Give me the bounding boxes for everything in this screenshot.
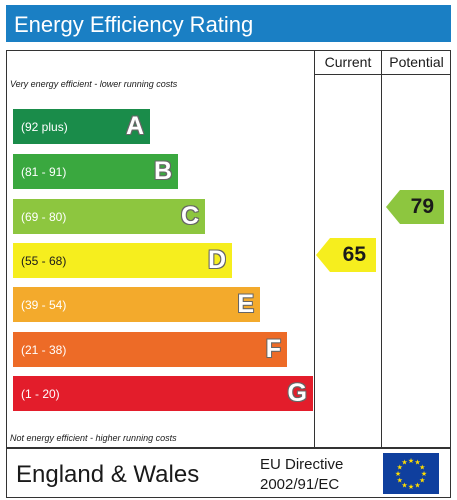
rating-table: Current Potential Very energy efficient …: [6, 50, 451, 448]
band-a-range: (92 plus): [21, 119, 68, 134]
current-rating-value: 65: [342, 243, 366, 266]
band-e: (39 - 54) E: [13, 287, 260, 322]
potential-rating-arrow: 79: [386, 190, 444, 224]
flag-star: ★: [397, 477, 403, 485]
current-column-divider: [314, 51, 315, 447]
band-b: (81 - 91) B: [13, 154, 178, 189]
band-b-letter: B: [153, 157, 172, 185]
current-column-header: Current: [324, 54, 372, 70]
eu-flag-icon: ★ ★ ★ ★ ★ ★ ★ ★ ★ ★ ★ ★: [383, 453, 439, 494]
column-header-divider: [314, 74, 450, 75]
band-b-range: (81 - 91): [21, 164, 67, 179]
directive-line-1: EU Directive: [260, 456, 344, 473]
flag-star: ★: [401, 459, 407, 467]
flag-star: ★: [397, 464, 403, 472]
inefficient-note: Not energy efficient - higher running co…: [10, 433, 177, 443]
band-a-letter: A: [125, 112, 144, 140]
band-g: (1 - 20) G: [13, 376, 313, 411]
potential-rating-value: 79: [410, 195, 434, 218]
current-rating-arrow: 65: [316, 238, 376, 272]
band-c-range: (69 - 80): [21, 209, 67, 224]
flag-star: ★: [419, 464, 425, 472]
flag-star: ★: [414, 481, 420, 489]
flag-star: ★: [408, 483, 414, 491]
efficient-note: Very energy efficient - lower running co…: [10, 79, 178, 89]
band-f-range: (21 - 38): [21, 342, 67, 357]
band-e-range: (39 - 54): [21, 297, 67, 312]
band-f-letter: F: [265, 335, 281, 363]
flag-star: ★: [401, 481, 407, 489]
band-d-letter: D: [207, 246, 226, 274]
band-d-range: (55 - 68): [21, 253, 67, 268]
band-c: (69 - 80) C: [13, 199, 205, 234]
band-g-range: (1 - 20): [21, 386, 60, 401]
region-label: England & Wales: [16, 461, 200, 488]
band-c-letter: C: [180, 202, 199, 230]
band-d: (55 - 68) D: [13, 243, 232, 278]
footer-bar: England & Wales EU Directive 2002/91/EC …: [6, 448, 451, 498]
potential-column-header: Potential: [389, 54, 444, 70]
eu-flag-stars: ★★★★★★★★★ ★ ★★: [395, 457, 427, 491]
directive-line-2: 2002/91/EC: [260, 476, 340, 493]
flag-star: ★: [419, 477, 425, 485]
flag-star: ★: [421, 470, 427, 478]
flag-star: ★: [395, 470, 401, 478]
band-a: (92 plus) A: [13, 109, 150, 144]
eu-directive: EU Directive 2002/91/EC: [260, 455, 343, 495]
band-e-letter: E: [237, 290, 254, 318]
flag-star: ★: [408, 457, 414, 465]
chart-title: Energy Efficiency Rating: [6, 5, 451, 42]
potential-column-divider: [381, 51, 382, 447]
band-f: (21 - 38) F: [13, 332, 287, 367]
band-g-letter: G: [287, 379, 307, 407]
flag-star: ★: [414, 459, 420, 467]
